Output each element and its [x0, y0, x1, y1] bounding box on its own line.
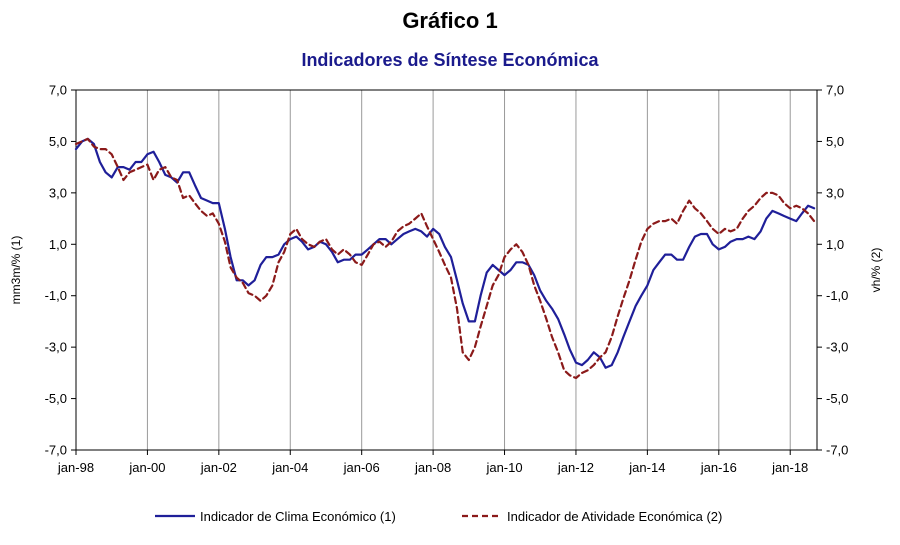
grid-layer [146, 90, 791, 450]
series-line-clima-economico [74, 137, 816, 369]
y-left-tick-label: 3,0 [49, 185, 67, 200]
x-tick-label: jan-16 [700, 460, 737, 475]
x-tick-label: jan-04 [271, 460, 308, 475]
x-ticks: jan-98 jan-00 jan-02 jan-04 jan-06 jan-08 jan-… [57, 450, 808, 475]
y-left-tick-label: 7,0 [49, 83, 67, 98]
legend-label-atividade: Indicador de Atividade Económica (2) [507, 509, 722, 524]
y-right-tick-label: 5,0 [826, 134, 844, 149]
y-left-tick-label: -7,0 [45, 443, 67, 458]
x-tick-label: jan-10 [485, 460, 522, 475]
x-tick-label: jan-06 [343, 460, 380, 475]
legend: Indicador de Clima Económico (1) Indicad… [155, 509, 722, 524]
series-layer [74, 137, 816, 380]
series-line-atividade-economica [74, 137, 816, 380]
x-tick-label: jan-00 [128, 460, 165, 475]
x-tick-label: jan-18 [771, 460, 808, 475]
y-left-tick-label: 1,0 [49, 237, 67, 252]
x-tick-label: jan-98 [57, 460, 94, 475]
y-right-ticks: 7,0 5,0 3,0 1,0 -1,0 -3,0 -5,0 -7,0 [817, 83, 848, 458]
x-tick-label: jan-08 [414, 460, 451, 475]
y-axis-left-title: mm3m/% (1) [9, 236, 23, 305]
y-left-ticks: 7,0 5,0 3,0 1,0 -1,0 -3,0 -5,0 -7,0 [45, 83, 76, 458]
x-tick-label: jan-12 [557, 460, 594, 475]
y-left-tick-label: -3,0 [45, 340, 67, 355]
legend-label-clima: Indicador de Clima Económico (1) [200, 509, 396, 524]
y-right-tick-label: -1,0 [826, 288, 848, 303]
y-right-tick-label: -7,0 [826, 443, 848, 458]
x-tick-label: jan-14 [628, 460, 665, 475]
y-axis-right-title: vh/% (2) [869, 248, 883, 293]
y-right-tick-label: 1,0 [826, 237, 844, 252]
plot-frame [75, 89, 818, 451]
y-right-tick-label: 3,0 [826, 185, 844, 200]
y-right-tick-label: -3,0 [826, 340, 848, 355]
y-left-tick-label: -5,0 [45, 391, 67, 406]
chart-title: Gráfico 1 [402, 8, 497, 33]
y-right-tick-label: -5,0 [826, 391, 848, 406]
y-right-tick-label: 7,0 [826, 83, 844, 98]
y-left-tick-label: 5,0 [49, 134, 67, 149]
x-tick-label: jan-02 [200, 460, 237, 475]
y-left-tick-label: -1,0 [45, 288, 67, 303]
chart-subtitle: Indicadores de Síntese Económica [301, 50, 599, 70]
